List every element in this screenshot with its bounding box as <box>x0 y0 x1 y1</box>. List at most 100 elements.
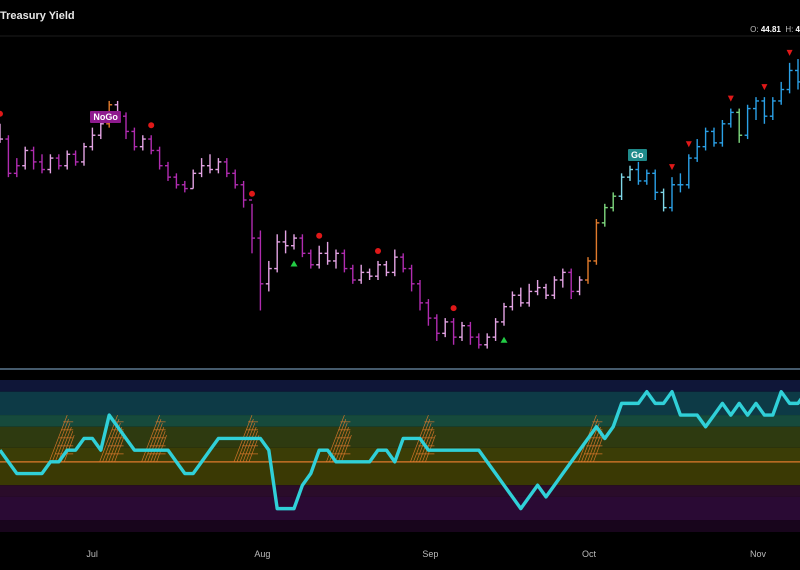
nogo-tag: NoGo <box>90 110 121 123</box>
price-bar <box>148 135 155 155</box>
red-dot-marker <box>316 232 323 239</box>
price-bar <box>5 135 12 178</box>
chart-title: Treasury Yield <box>0 10 75 22</box>
price-bar <box>467 321 474 345</box>
price-bar <box>173 173 180 189</box>
price-bar <box>55 154 62 170</box>
price-bar <box>207 154 213 174</box>
price-bar <box>585 257 591 284</box>
price-bar <box>366 268 373 280</box>
price-bar <box>601 203 608 227</box>
red-down-triangle-marker <box>786 49 793 56</box>
price-bar <box>165 161 171 181</box>
price-bar <box>526 283 533 307</box>
price-bar <box>727 108 734 128</box>
open-value: 44.81 <box>760 25 781 34</box>
price-bar <box>475 333 482 349</box>
red-dot-marker <box>249 190 255 197</box>
price-bar <box>139 135 146 151</box>
price-bar <box>383 260 390 277</box>
price-bar <box>618 173 625 200</box>
price-bar <box>265 260 272 292</box>
price-bar <box>551 276 558 300</box>
price-bar <box>736 108 743 143</box>
x-tick-label: Nov <box>750 549 767 559</box>
green-up-triangle-marker <box>290 260 298 267</box>
x-tick-label: Sep <box>422 549 439 559</box>
red-down-triangle-marker <box>669 164 675 171</box>
price-bar <box>719 120 726 147</box>
price-bar <box>22 146 29 170</box>
price-bar <box>333 249 339 269</box>
price-bar <box>433 314 440 341</box>
red-dot-marker <box>148 122 155 129</box>
price-bar <box>13 158 20 178</box>
ohlc-readout: O: 44.81 H: 4 <box>750 25 800 34</box>
price-bar <box>274 234 281 273</box>
price-bar <box>349 264 356 284</box>
price-bar <box>576 276 583 296</box>
oscillator-band-7 <box>0 496 800 521</box>
price-bar <box>509 291 516 311</box>
price-bar <box>131 127 138 151</box>
price-bar <box>198 158 205 178</box>
oscillator-band-2 <box>0 415 800 427</box>
price-bar <box>400 253 407 273</box>
red-dot-marker <box>0 110 3 117</box>
price-bar <box>559 268 566 288</box>
price-bar <box>694 139 701 162</box>
price-bar <box>181 180 188 193</box>
price-bar <box>223 158 230 178</box>
price-bar <box>89 127 96 151</box>
price-bar <box>375 260 381 280</box>
red-down-triangle-marker <box>685 141 692 148</box>
price-bar <box>652 169 659 200</box>
red-down-triangle-marker <box>761 84 768 91</box>
price-bar <box>240 180 247 208</box>
price-bar <box>593 219 600 265</box>
oscillator-band-5 <box>0 461 800 486</box>
price-bar <box>417 280 423 311</box>
price-bar <box>249 199 255 254</box>
price-bar <box>291 234 297 250</box>
price-bar <box>97 120 104 140</box>
price-bar <box>702 127 709 151</box>
oscillator-band-8 <box>0 520 800 532</box>
go-tag: Go <box>628 148 647 161</box>
price-bar <box>358 264 365 284</box>
price-bar <box>307 249 314 269</box>
price-bar <box>769 97 776 120</box>
price-bar <box>408 264 415 292</box>
oscillator-line <box>0 389 800 511</box>
price-bar <box>711 127 717 147</box>
price-bar <box>501 302 507 326</box>
oscillator-band-1 <box>0 391 800 416</box>
price-bar <box>786 62 793 94</box>
price-bar <box>316 245 323 269</box>
price-bar <box>39 154 45 174</box>
high-value: 4 <box>795 25 800 34</box>
price-bar <box>568 268 575 300</box>
price-bar <box>299 234 306 258</box>
price-bar <box>190 169 197 190</box>
price-bar <box>669 177 675 212</box>
x-tick-label: Jul <box>86 549 98 559</box>
green-up-triangle-marker <box>500 336 508 343</box>
price-bar <box>341 249 348 273</box>
red-dot-marker <box>450 305 457 312</box>
price-bar <box>761 97 768 124</box>
price-bar <box>635 161 642 185</box>
price-bar <box>643 169 650 185</box>
oscillator-band-4 <box>0 447 800 462</box>
red-down-triangle-marker <box>727 95 734 102</box>
price-bar <box>81 142 87 166</box>
price-bar <box>391 249 398 277</box>
price-bar <box>72 150 79 166</box>
price-bar <box>685 154 692 189</box>
red-dot-marker <box>375 247 381 254</box>
price-bar <box>450 318 457 345</box>
price-bar <box>534 280 541 296</box>
price-bar <box>324 241 331 265</box>
open-label: O: <box>750 25 759 34</box>
